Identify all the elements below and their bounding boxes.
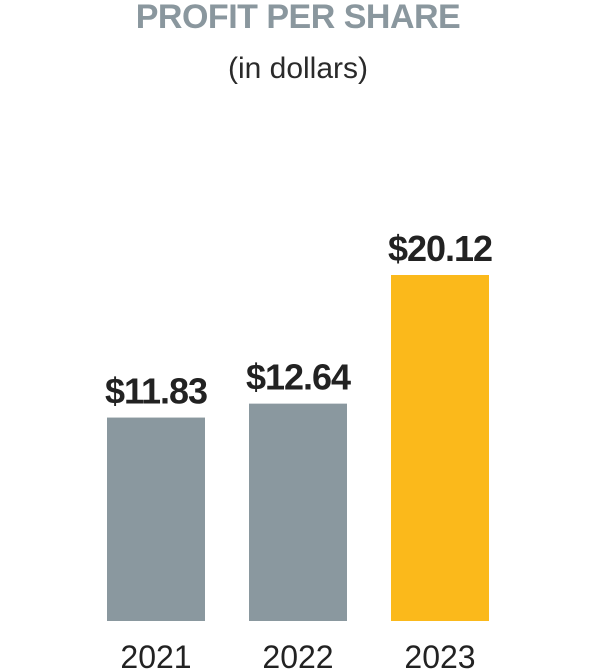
x-tick-label-2022: 2022: [262, 639, 333, 672]
bar-2022: [249, 403, 347, 621]
chart-subtitle: (in dollars): [228, 52, 368, 85]
x-tick-label-2023: 2023: [404, 639, 475, 672]
x-tick-labels-group: 2021 2022 2023: [120, 639, 475, 672]
x-tick-label-2021: 2021: [120, 639, 191, 672]
value-label-2022: $12.64: [246, 357, 351, 398]
value-label-2023: $20.12: [388, 228, 492, 269]
bar-2021: [107, 417, 205, 621]
bars-group: [107, 275, 489, 621]
value-label-2021: $11.83: [105, 371, 207, 412]
bar-2023: [391, 275, 489, 621]
value-labels-group: $11.83 $12.64 $20.12: [105, 228, 493, 412]
chart-title: PROFIT PER SHARE: [136, 0, 460, 36]
